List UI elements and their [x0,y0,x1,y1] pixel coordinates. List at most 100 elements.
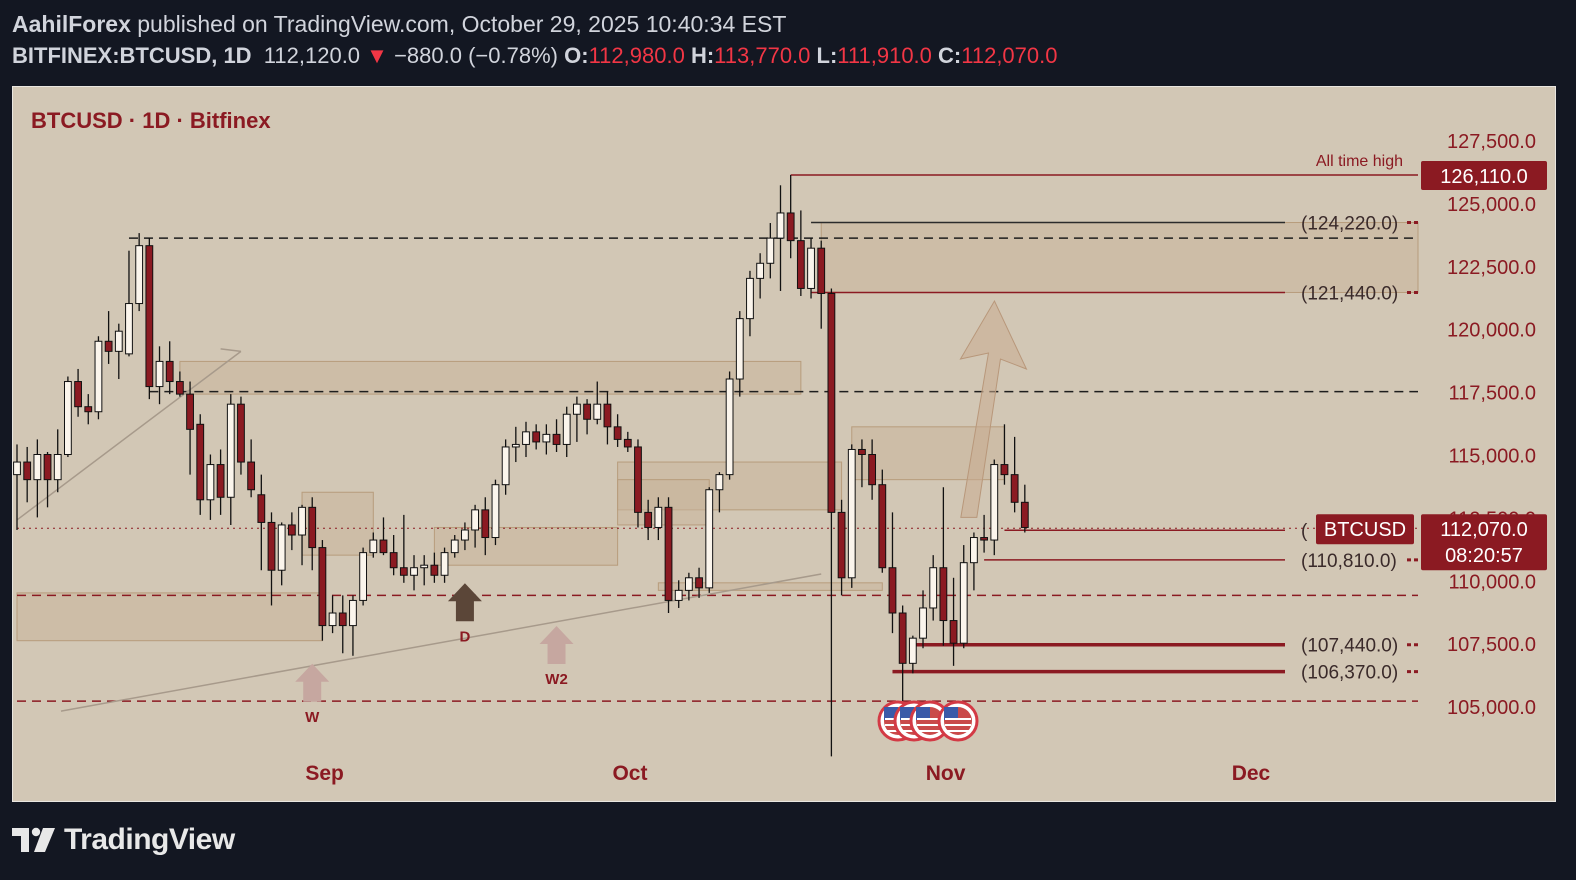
candle[interactable] [196,414,205,515]
candle[interactable] [481,497,490,556]
candle[interactable] [674,580,683,608]
candle[interactable] [705,487,714,593]
candle[interactable] [53,429,62,493]
candle[interactable] [654,497,663,541]
candle[interactable] [1010,436,1019,513]
candle[interactable] [542,424,551,455]
us-flag-icon[interactable] [937,700,979,742]
candle[interactable] [125,250,133,357]
candle[interactable] [430,552,439,583]
candle[interactable] [776,185,785,291]
candle[interactable] [807,238,815,299]
candle[interactable] [308,497,317,571]
candle[interactable] [908,635,917,674]
candle[interactable] [450,535,459,558]
candle[interactable] [623,431,632,452]
candle[interactable] [613,414,622,447]
candle[interactable] [939,487,948,646]
candle[interactable] [145,238,154,400]
candle[interactable] [399,514,408,583]
candle[interactable] [318,540,327,641]
candle[interactable] [827,288,836,757]
candlestick-chart[interactable]: All time high (124,220.0) (121,440.0) ((110… [13,87,1555,801]
candle[interactable] [929,555,938,621]
candle[interactable] [756,253,765,299]
candle[interactable] [959,545,968,649]
candle[interactable] [237,396,245,475]
candle[interactable] [349,595,357,656]
candle[interactable] [226,394,235,525]
candle[interactable] [186,381,194,475]
candle[interactable] [715,472,724,513]
candle[interactable] [735,311,744,397]
candle[interactable] [389,535,398,576]
candle[interactable] [817,240,826,329]
candle[interactable] [338,595,347,654]
candle[interactable] [328,595,337,634]
candle[interactable] [216,449,225,515]
candle[interactable] [43,451,52,508]
candle[interactable] [522,421,530,458]
candle[interactable] [64,376,72,458]
tradingview-logo-icon[interactable] [12,826,58,854]
candle[interactable] [766,223,775,279]
candle[interactable] [725,371,734,480]
candle[interactable] [573,396,581,442]
candle[interactable] [644,499,653,541]
candle[interactable] [695,567,703,598]
candle[interactable] [287,512,296,551]
candle[interactable] [165,341,174,395]
candle[interactable] [420,555,429,586]
candle[interactable] [980,514,989,553]
candle[interactable] [562,406,571,458]
candle[interactable] [532,424,541,450]
candle[interactable] [634,439,642,528]
candle[interactable] [970,532,978,591]
candle[interactable] [990,459,999,556]
candle[interactable] [114,323,123,380]
candle[interactable] [13,444,21,530]
candle[interactable] [257,474,266,571]
candle[interactable] [461,522,469,551]
candle[interactable] [847,444,856,588]
chart-area[interactable]: All time high (124,220.0) (121,440.0) ((110… [12,86,1556,802]
candle[interactable] [552,419,561,452]
symbol-interval[interactable]: BITFINEX:BTCUSD, 1D [12,43,252,68]
candle[interactable] [837,499,846,596]
candle[interactable] [491,479,500,546]
candle[interactable] [501,439,510,495]
author-name[interactable]: AahilForex [12,11,131,37]
candle[interactable] [298,504,306,566]
candle[interactable] [511,426,520,463]
candle[interactable] [786,174,795,259]
candle[interactable] [919,590,927,649]
candle[interactable] [277,522,286,586]
candle[interactable] [878,469,887,573]
zone-0[interactable] [16,592,323,642]
candle[interactable] [33,439,42,518]
zone-7[interactable] [820,222,1419,293]
candle[interactable] [379,517,388,556]
candle[interactable] [949,577,958,666]
candle[interactable] [369,532,378,558]
candle[interactable] [175,371,184,397]
candle[interactable] [603,391,612,445]
zone-5[interactable] [617,479,710,526]
zone-3[interactable] [179,360,802,395]
candle[interactable] [868,439,877,500]
candle[interactable] [471,504,480,548]
candle[interactable] [796,210,805,296]
candle[interactable] [583,399,591,435]
candle[interactable] [888,512,897,634]
candle[interactable] [746,270,754,337]
candle[interactable] [247,439,256,498]
candle[interactable] [1020,484,1029,533]
candle[interactable] [410,555,418,591]
candle[interactable] [23,446,32,503]
candle[interactable] [267,512,276,606]
candle[interactable] [858,439,866,488]
candle[interactable] [84,394,93,425]
candle[interactable] [593,381,602,425]
candle[interactable] [135,233,144,312]
candle[interactable] [359,547,368,606]
